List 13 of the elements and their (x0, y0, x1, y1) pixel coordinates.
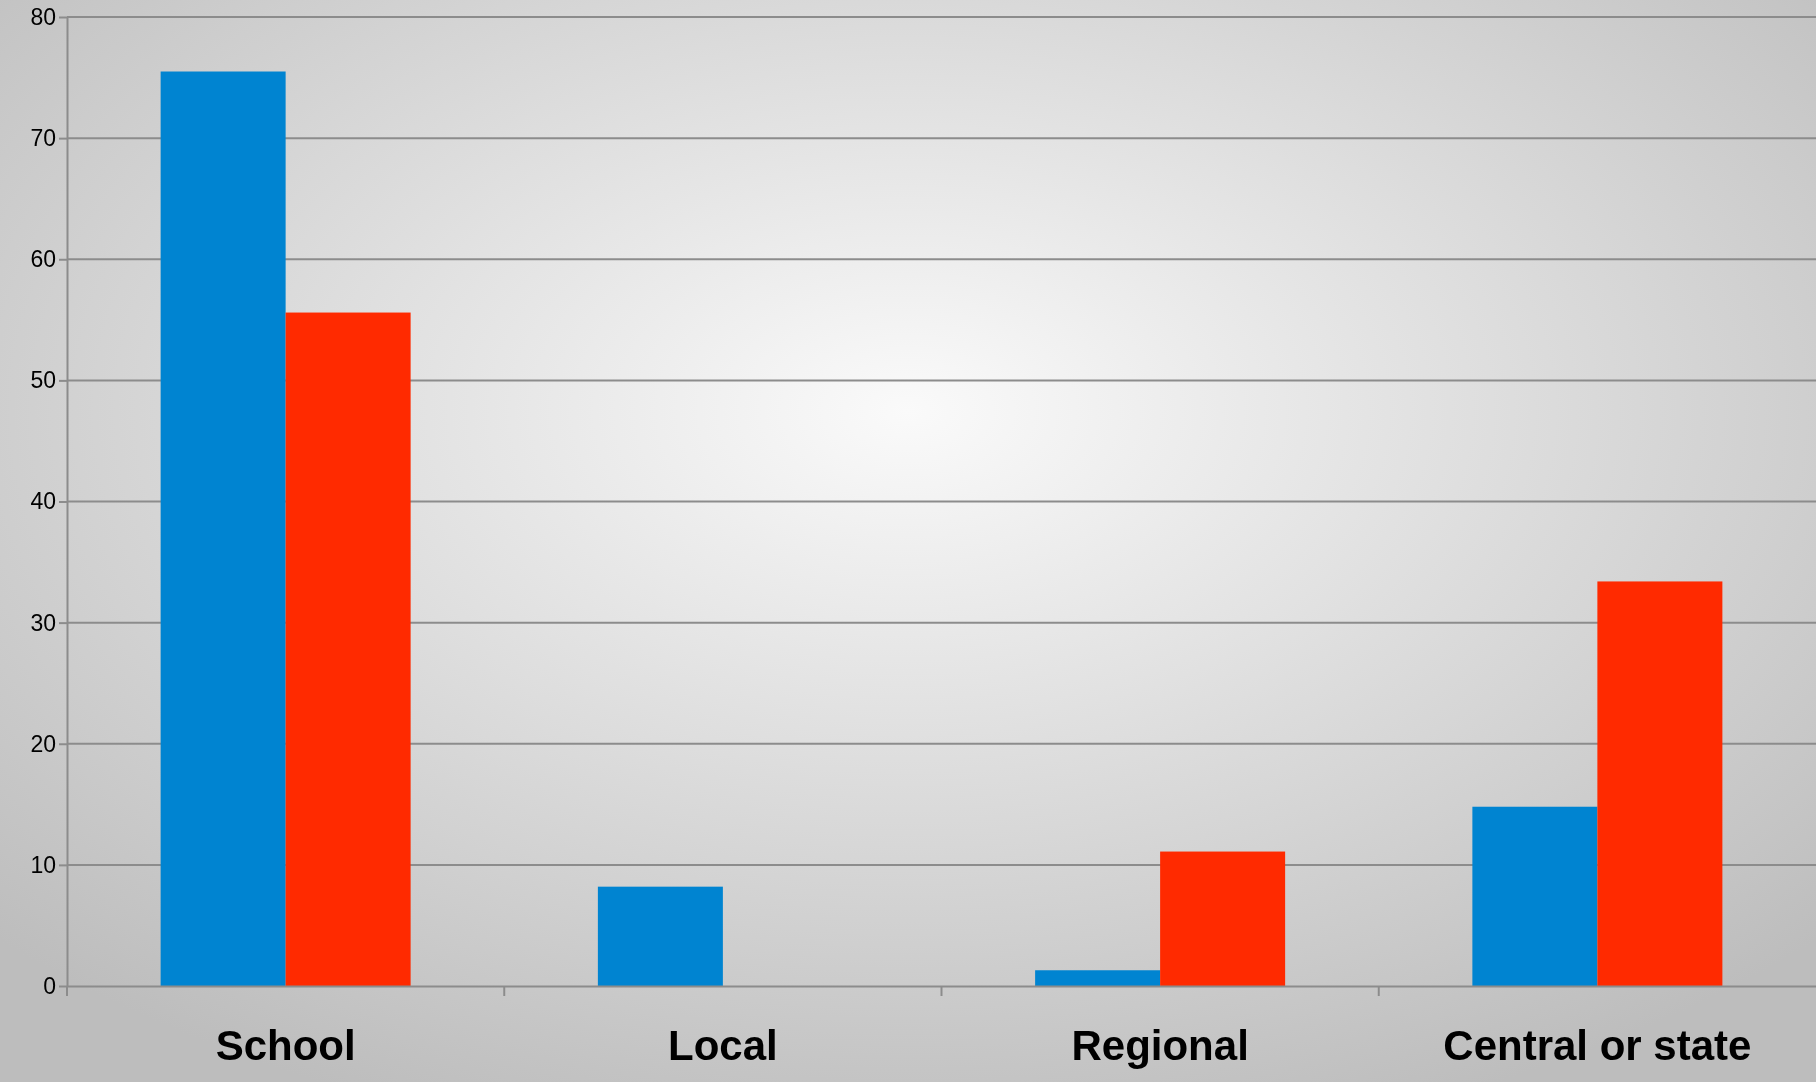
y-tick-label: 50 (30, 367, 56, 394)
y-tick-label: 40 (30, 488, 56, 515)
y-tick-label: 70 (30, 124, 56, 151)
y-tick-label: 30 (30, 609, 56, 636)
y-tick-label: 0 (43, 972, 56, 999)
x-tick-label: Regional (1071, 1021, 1249, 1069)
y-tick-label: 20 (30, 730, 56, 757)
x-tick-label: School (215, 1021, 356, 1069)
y-tick-label: 80 (30, 3, 56, 30)
y-tick-label: 60 (30, 246, 56, 273)
y-tick-label: 10 (30, 851, 56, 878)
x-tick-label: Local (668, 1021, 778, 1069)
x-tick-label: Central or state (1443, 1021, 1752, 1069)
